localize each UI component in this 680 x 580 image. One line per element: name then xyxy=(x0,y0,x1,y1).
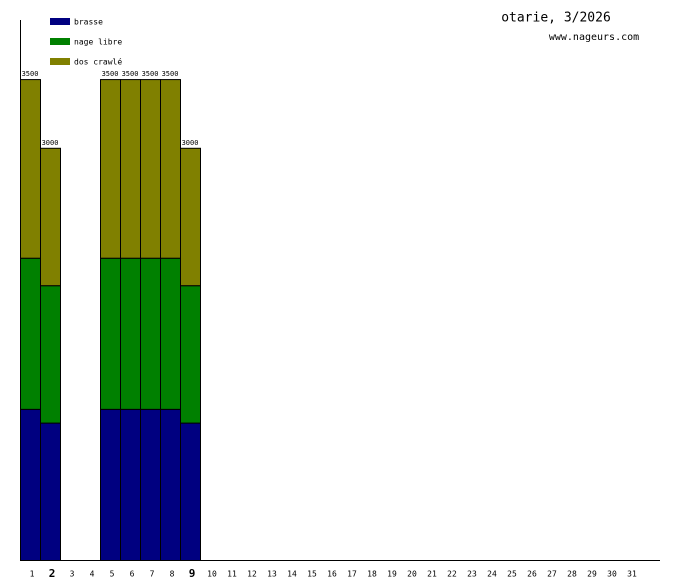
legend-swatch xyxy=(50,18,70,25)
x-tick-label: 21 xyxy=(427,570,437,579)
total-label: 3500 xyxy=(22,70,39,78)
bar-segment xyxy=(160,257,181,410)
bar-segment xyxy=(180,147,201,287)
x-tick-label: 8 xyxy=(170,570,175,579)
x-tick-label: 15 xyxy=(307,570,317,579)
x-tick-label: 1 xyxy=(30,570,35,579)
bar-segment xyxy=(160,408,181,561)
bar-segment xyxy=(40,285,61,424)
bar-segment xyxy=(120,408,141,561)
x-tick-label: 12 xyxy=(247,570,257,579)
x-tick-label: 9 xyxy=(189,567,196,580)
bar-segment xyxy=(180,422,201,562)
x-tick-label: 22 xyxy=(447,570,457,579)
x-tick-label: 16 xyxy=(327,570,337,579)
total-label: 3000 xyxy=(42,139,59,147)
x-tick-label: 20 xyxy=(407,570,417,579)
x-tick-label: 28 xyxy=(567,570,577,579)
total-label: 3500 xyxy=(162,70,179,78)
legend-swatch xyxy=(50,58,70,65)
x-tick-label: 2 xyxy=(49,567,56,580)
x-tick-label: 11 xyxy=(227,570,237,579)
total-label: 3500 xyxy=(122,70,139,78)
bar-segment xyxy=(140,257,161,410)
bar-segment xyxy=(100,79,121,259)
x-tick-label: 29 xyxy=(587,570,597,579)
total-label: 3500 xyxy=(142,70,159,78)
legend-swatch xyxy=(50,38,70,45)
bar-segment xyxy=(120,257,141,410)
x-tick-label: 23 xyxy=(467,570,477,579)
bar-segment xyxy=(20,257,41,410)
bar-segment xyxy=(140,408,161,561)
total-label: 3500 xyxy=(102,70,119,78)
x-tick-label: 24 xyxy=(487,570,497,579)
bar-segment xyxy=(100,257,121,410)
bar-segment xyxy=(20,79,41,259)
legend-label: nage libre xyxy=(74,38,122,47)
total-label: 3000 xyxy=(182,139,199,147)
bar-segment xyxy=(160,79,181,259)
x-tick-label: 3 xyxy=(70,570,75,579)
x-tick-label: 6 xyxy=(130,570,135,579)
x-tick-label: 31 xyxy=(627,570,637,579)
x-tick-label: 18 xyxy=(367,570,377,579)
x-tick-label: 30 xyxy=(607,570,617,579)
bar-segment xyxy=(20,408,41,561)
x-tick-label: 13 xyxy=(267,570,277,579)
x-tick-label: 17 xyxy=(347,570,357,579)
legend-label: dos crawlé xyxy=(74,57,122,67)
x-tick-label: 14 xyxy=(287,570,297,579)
x-tick-label: 25 xyxy=(507,570,517,579)
x-tick-label: 26 xyxy=(527,570,537,579)
x-tick-label: 27 xyxy=(547,570,557,579)
chart-subtitle: www.nageurs.com xyxy=(549,32,639,43)
chart-title: otarie, 3/2026 xyxy=(501,11,611,26)
x-tick-label: 7 xyxy=(150,570,155,579)
bar-segment xyxy=(180,285,201,424)
bar-segment xyxy=(120,79,141,259)
x-tick-label: 19 xyxy=(387,570,397,579)
bar-segment xyxy=(100,408,121,561)
x-tick-label: 4 xyxy=(90,570,95,579)
bar-segment xyxy=(40,422,61,562)
x-tick-label: 5 xyxy=(110,570,115,579)
bar-segment xyxy=(140,79,161,259)
x-tick-label: 10 xyxy=(207,570,217,579)
legend-label: brasse xyxy=(74,18,103,27)
bar-segment xyxy=(40,147,61,287)
